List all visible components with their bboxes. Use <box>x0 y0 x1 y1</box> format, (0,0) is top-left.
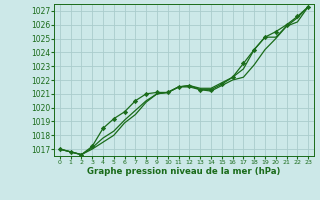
X-axis label: Graphe pression niveau de la mer (hPa): Graphe pression niveau de la mer (hPa) <box>87 167 281 176</box>
